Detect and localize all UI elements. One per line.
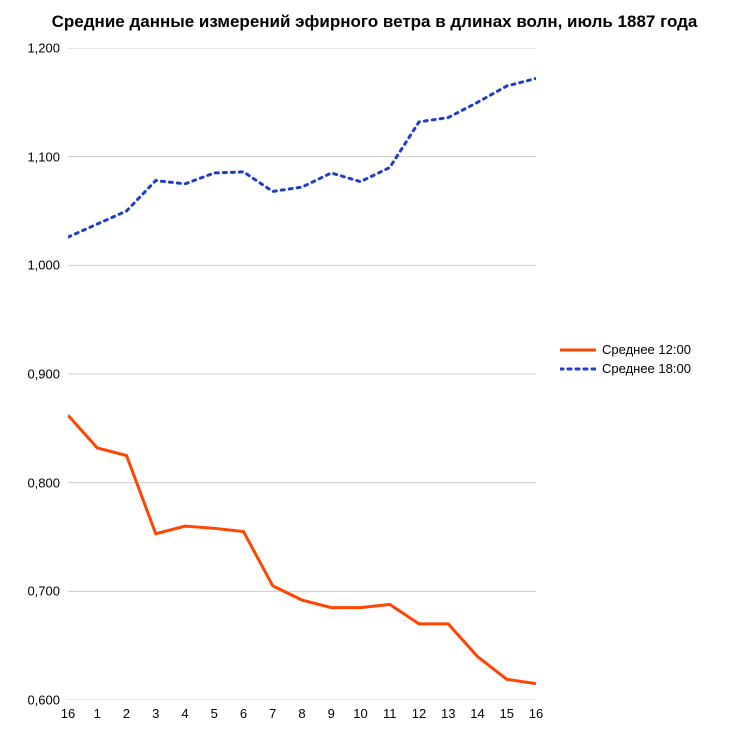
x-tick-label: 12 (412, 706, 426, 721)
x-tick-label: 2 (123, 706, 130, 721)
legend-swatch (560, 343, 596, 357)
x-tick-label: 9 (328, 706, 335, 721)
series-line (68, 415, 536, 683)
y-tick-label: 1,100 (27, 149, 60, 164)
y-tick-label: 0,600 (27, 693, 60, 708)
legend-swatch (560, 362, 596, 376)
chart-container: Средние данные измерений эфирного ветра … (0, 0, 749, 732)
chart-title: Средние данные измерений эфирного ветра … (0, 12, 749, 32)
chart-svg (68, 48, 536, 700)
y-tick-label: 1,200 (27, 41, 60, 56)
x-tick-label: 13 (441, 706, 455, 721)
x-tick-label: 10 (353, 706, 367, 721)
y-tick-label: 0,800 (27, 475, 60, 490)
x-tick-label: 16 (529, 706, 543, 721)
x-tick-label: 15 (500, 706, 514, 721)
x-tick-label: 3 (152, 706, 159, 721)
series-line (68, 78, 536, 237)
x-axis-labels: 1612345678910111213141516 (68, 706, 536, 726)
y-tick-label: 1,000 (27, 258, 60, 273)
y-tick-label: 0,700 (27, 584, 60, 599)
legend: Среднее 12:00 Среднее 18:00 (560, 342, 691, 380)
y-tick-label: 0,900 (27, 367, 60, 382)
x-tick-label: 11 (383, 706, 397, 721)
x-tick-label: 7 (269, 706, 276, 721)
x-tick-label: 1 (94, 706, 101, 721)
y-axis-labels: 0,6000,7000,8000,9001,0001,1001,200 (0, 48, 60, 700)
x-tick-label: 4 (181, 706, 188, 721)
plot-area (68, 48, 536, 700)
legend-label: Среднее 12:00 (602, 342, 691, 357)
x-tick-label: 8 (298, 706, 305, 721)
x-tick-label: 5 (211, 706, 218, 721)
x-tick-label: 6 (240, 706, 247, 721)
x-tick-label: 16 (61, 706, 75, 721)
legend-item: Среднее 18:00 (560, 361, 691, 376)
x-tick-label: 14 (470, 706, 484, 721)
legend-label: Среднее 18:00 (602, 361, 691, 376)
legend-item: Среднее 12:00 (560, 342, 691, 357)
